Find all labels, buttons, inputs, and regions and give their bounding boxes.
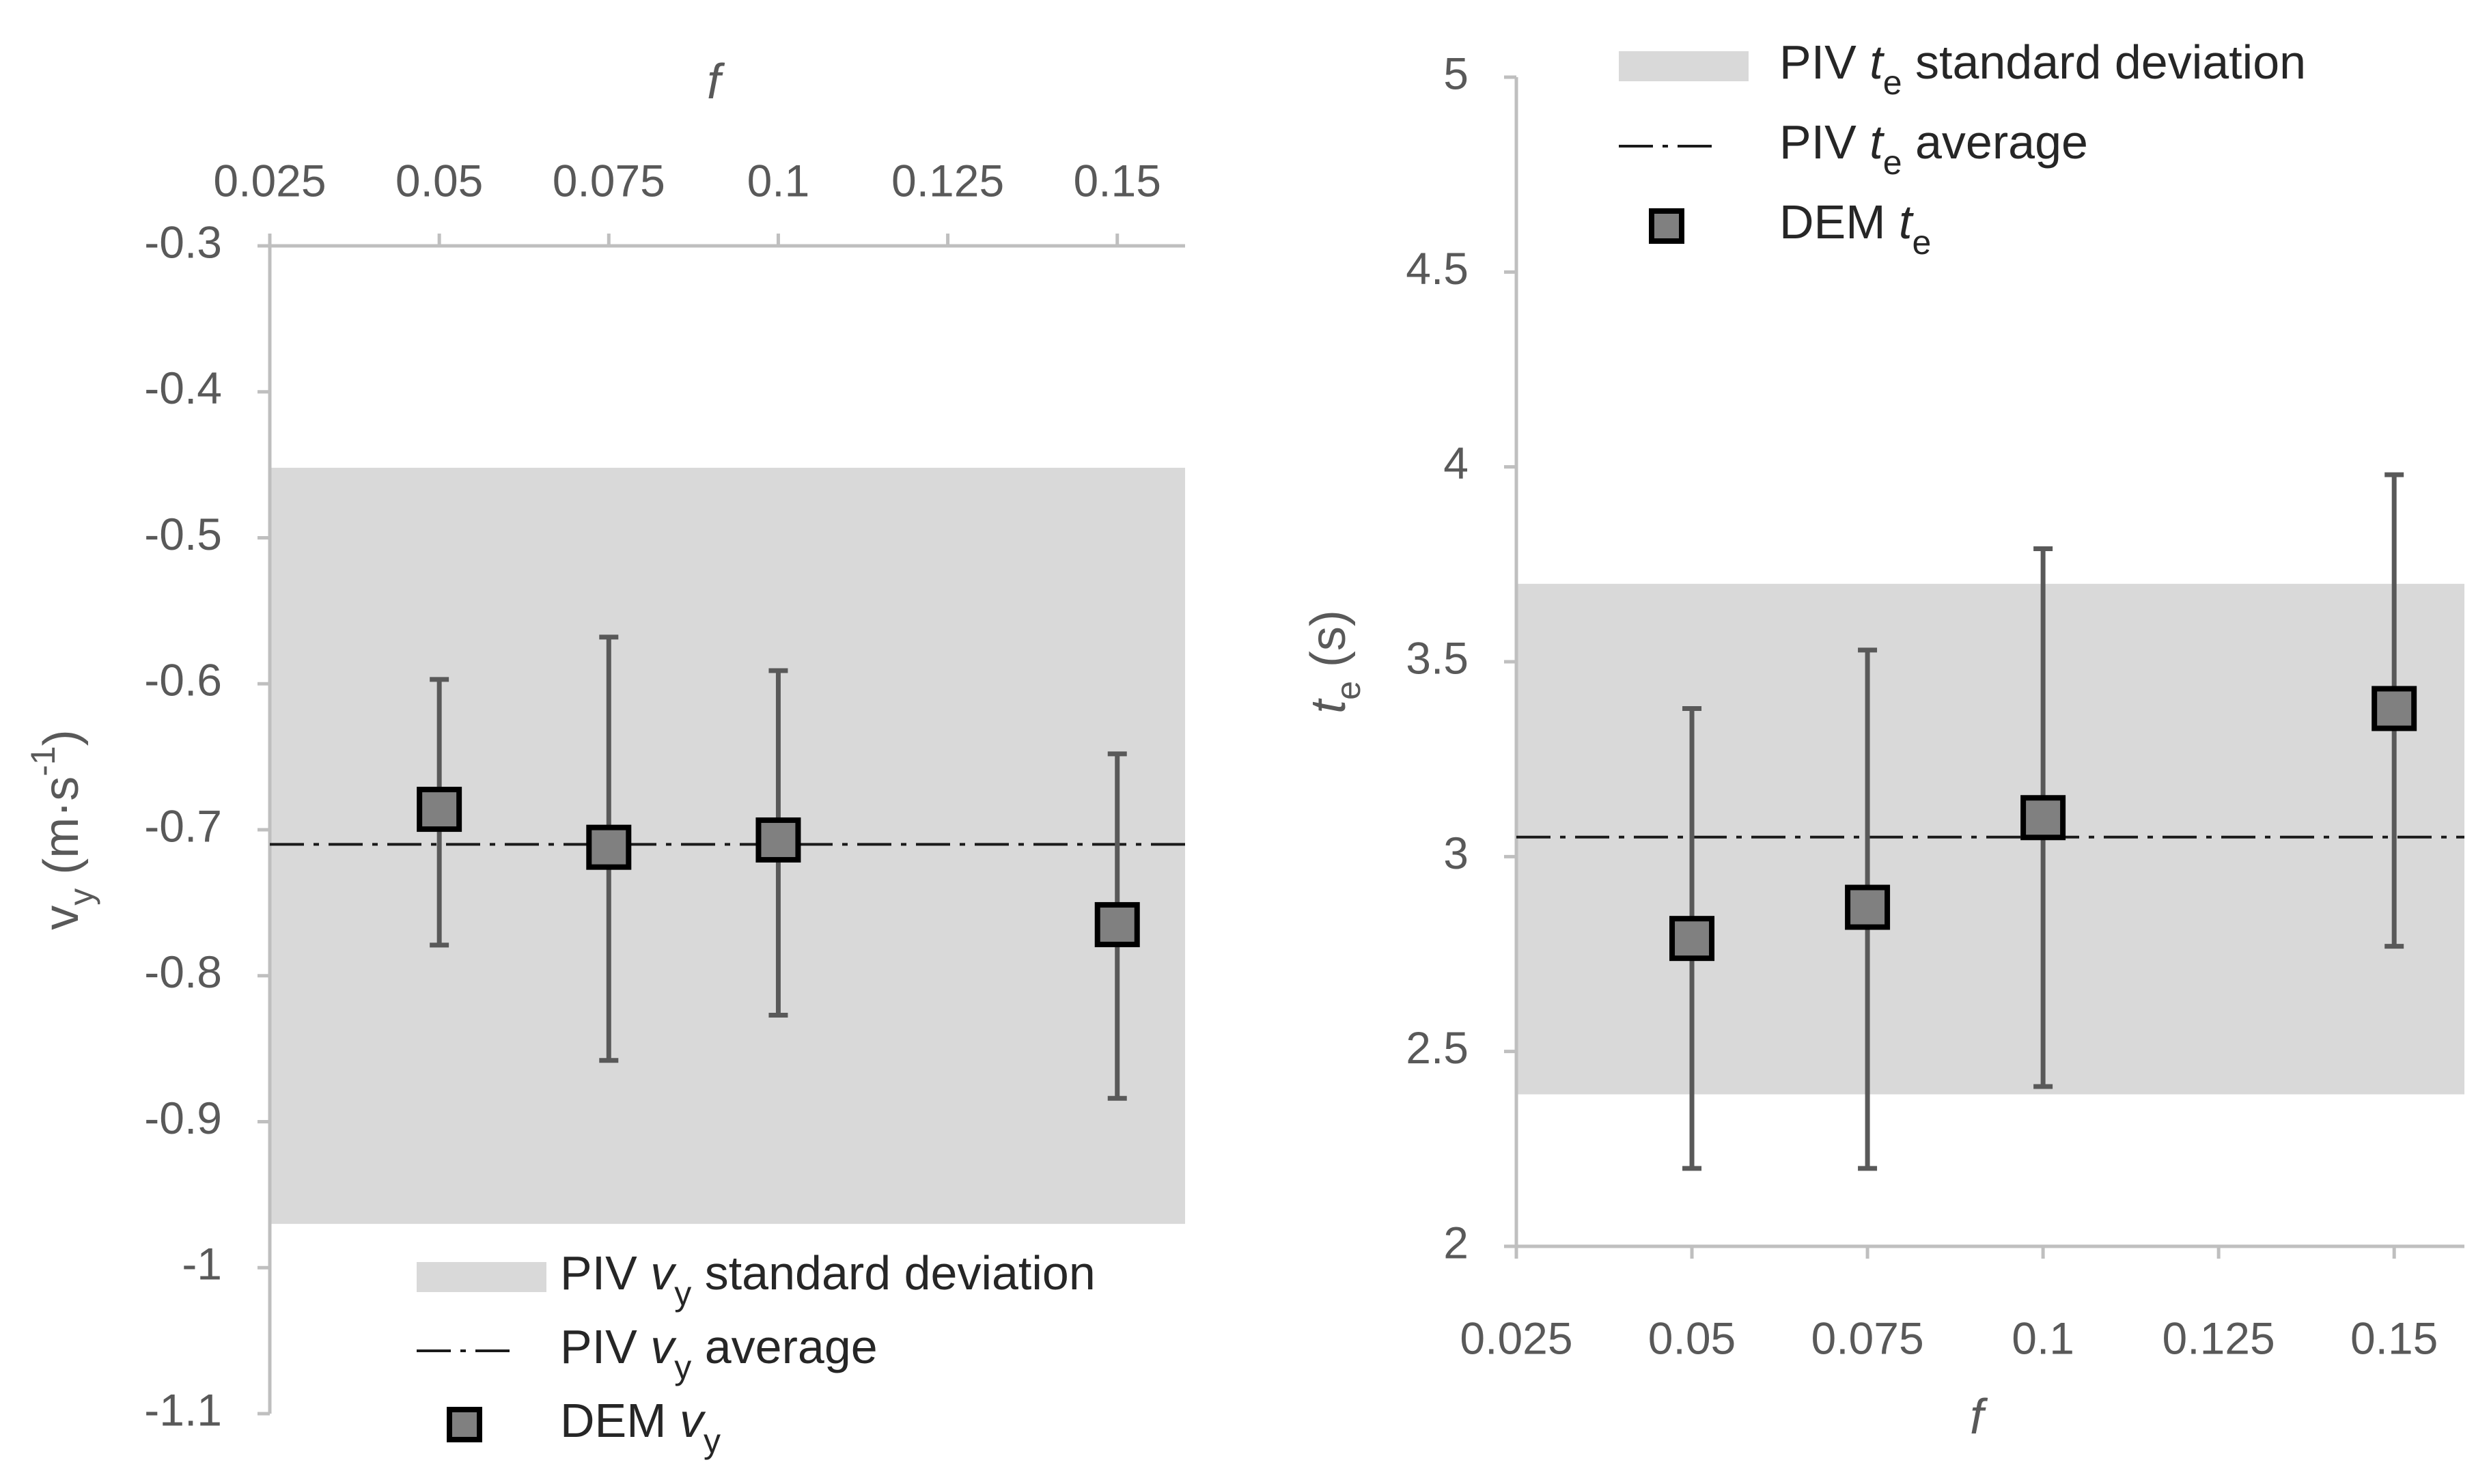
- legend-text-tail: standard deviation: [1902, 36, 2307, 89]
- x-axis-label: f: [707, 55, 725, 109]
- y-axis-label: vy (m·s-1): [24, 729, 100, 929]
- x-tick-label: 0.125: [2163, 1313, 2275, 1363]
- y-tick-label: 4: [1443, 438, 1469, 488]
- legend-sub: e: [1912, 223, 1931, 262]
- data-point-marker: [1845, 884, 1891, 930]
- legend-text: PIV: [1779, 115, 1869, 169]
- legend-entry-label: PIV te average: [1779, 115, 2088, 182]
- legend-var: t: [1869, 115, 1885, 169]
- legend-entry-label: DEM te: [1779, 195, 1931, 262]
- legend-var: v: [650, 1320, 677, 1373]
- y-tick-label: 3.5: [1406, 632, 1469, 683]
- data-point-marker: [2020, 795, 2066, 841]
- legend-var: v: [650, 1246, 677, 1300]
- data-point-marker: [586, 824, 632, 870]
- x-tick-label: 0.05: [395, 155, 483, 206]
- legend-marker-swatch: [1649, 208, 1684, 244]
- y-label-sub: y: [62, 888, 100, 906]
- te-chart-panel: 0.025 0.05 0.075 0.1 0.125 0.15 2 2.5 3 3.5 4 4.5 5 f…: [1301, 36, 2464, 1444]
- x-tick-label: 0.15: [2350, 1313, 2438, 1363]
- legend-text: DEM: [1779, 195, 1899, 249]
- y-tick-label: -0.9: [144, 1093, 222, 1143]
- x-tick-label: 0.025: [213, 155, 326, 206]
- legend-sub: y: [674, 1348, 691, 1386]
- legend-text: PIV: [560, 1246, 650, 1300]
- x-tick-label: 0.1: [2012, 1313, 2074, 1363]
- y-label-var: v: [34, 906, 89, 930]
- y-label-sub: e: [1329, 681, 1367, 700]
- legend-var: t: [1869, 36, 1885, 89]
- std-band: [270, 467, 1185, 1224]
- x-tick-label: 0.075: [1811, 1313, 1923, 1363]
- y-tick-label: -0.3: [144, 216, 222, 267]
- legend-text: DEM: [560, 1394, 680, 1447]
- y-tick-label: 4.5: [1406, 243, 1469, 294]
- x-tick-label: 0.125: [891, 155, 1004, 206]
- data-point-marker: [1669, 916, 1715, 962]
- y-tick-label: -0.8: [144, 947, 222, 997]
- y-tick-label: 2.5: [1406, 1022, 1469, 1073]
- y-tick-label: -0.6: [144, 655, 222, 705]
- legend-var: v: [680, 1394, 706, 1447]
- y-label-var: t: [1301, 698, 1356, 714]
- y-label-unit: (s): [1301, 610, 1356, 681]
- legend-marker-swatch: [447, 1407, 482, 1442]
- legend-entry-label: PIV te standard deviation: [1779, 36, 2306, 102]
- legend-sub: y: [704, 1422, 721, 1460]
- legend-sub: e: [1883, 64, 1902, 102]
- legend-sub: y: [674, 1274, 691, 1313]
- data-point-marker: [755, 817, 801, 863]
- y-axis-label: te (s): [1301, 610, 1367, 714]
- x-tick-label: 0.05: [1648, 1313, 1736, 1363]
- legend-band-swatch: [1619, 51, 1749, 81]
- legend-text-tail: average: [691, 1320, 877, 1373]
- std-band: [1516, 583, 2464, 1095]
- x-tick-label: 0.075: [553, 155, 665, 206]
- legend-text-tail: average: [1902, 115, 2088, 169]
- x-tick-label: 0.15: [1074, 155, 1161, 206]
- data-point-marker: [417, 787, 462, 832]
- data-point-marker: [2372, 686, 2417, 731]
- x-tick-label: 0.025: [1460, 1313, 1572, 1363]
- y-label-unit-close: ): [34, 729, 89, 746]
- y-tick-label: -1: [182, 1239, 222, 1289]
- data-point-marker: [1094, 901, 1140, 947]
- legend-text-tail: standard deviation: [691, 1246, 1096, 1300]
- y-tick-label: -0.7: [144, 800, 222, 851]
- vy-chart-panel: 0.025 0.05 0.075 0.1 0.125 0.15 -0.3 -0.4 -0.5 -0…: [24, 55, 1185, 1460]
- legend-sub: e: [1883, 143, 1902, 182]
- legend-entry-label: PIV vy average: [560, 1320, 878, 1386]
- legend-entry-label: PIV vy standard deviation: [560, 1246, 1096, 1313]
- y-tick-label: 3: [1443, 828, 1469, 878]
- legend-var: t: [1899, 195, 1914, 249]
- y-tick-label: 5: [1443, 48, 1469, 98]
- y-tick-label: -0.5: [144, 509, 222, 559]
- y-label-unit: (m·s: [34, 776, 89, 888]
- x-axis-label: f: [1970, 1390, 1988, 1444]
- y-tick-label: -0.4: [144, 363, 222, 413]
- y-label-sup: -1: [24, 746, 62, 776]
- legend-text: PIV: [560, 1320, 650, 1373]
- legend-entry-label: DEM vy: [560, 1394, 721, 1460]
- y-tick-label: -1.1: [144, 1384, 222, 1435]
- y-tick-label: 2: [1443, 1217, 1469, 1268]
- x-tick-label: 0.1: [747, 155, 810, 206]
- legend-band-swatch: [417, 1262, 546, 1292]
- legend-text: PIV: [1779, 36, 1869, 89]
